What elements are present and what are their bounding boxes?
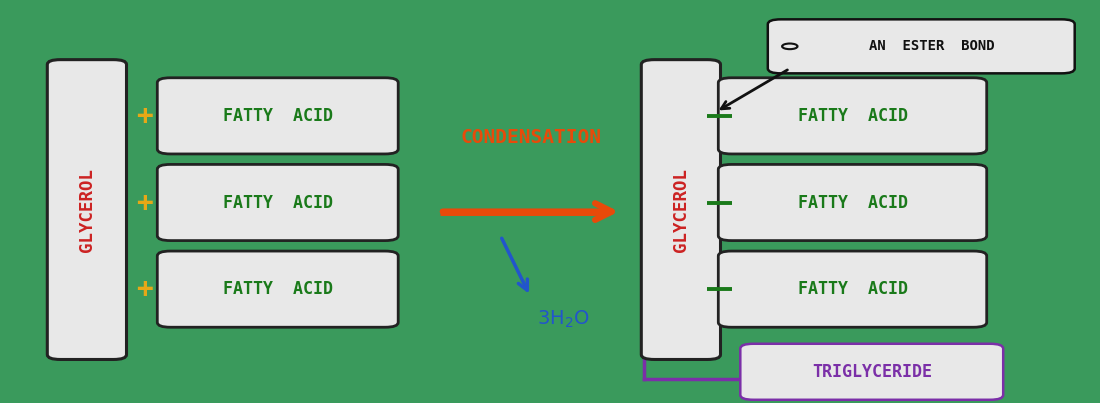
Text: FATTY  ACID: FATTY ACID: [222, 107, 332, 125]
FancyBboxPatch shape: [47, 60, 126, 359]
Text: $\mathsf{3H_2O}$: $\mathsf{3H_2O}$: [537, 308, 590, 330]
Text: FATTY  ACID: FATTY ACID: [222, 280, 332, 298]
FancyBboxPatch shape: [157, 164, 398, 241]
FancyBboxPatch shape: [157, 251, 398, 327]
Text: +: +: [135, 102, 153, 130]
Text: TRIGLYCERIDE: TRIGLYCERIDE: [812, 363, 932, 381]
Text: GLYCEROL: GLYCEROL: [78, 168, 96, 251]
Text: GLYCEROL: GLYCEROL: [672, 168, 690, 251]
Circle shape: [782, 44, 797, 49]
FancyBboxPatch shape: [718, 251, 987, 327]
Text: +: +: [135, 189, 153, 216]
FancyBboxPatch shape: [641, 60, 720, 359]
FancyBboxPatch shape: [740, 344, 1003, 400]
Text: AN  ESTER  BOND: AN ESTER BOND: [869, 39, 996, 53]
FancyBboxPatch shape: [768, 19, 1075, 73]
Text: FATTY  ACID: FATTY ACID: [798, 280, 908, 298]
Text: FATTY  ACID: FATTY ACID: [798, 193, 908, 212]
FancyBboxPatch shape: [157, 78, 398, 154]
FancyBboxPatch shape: [718, 78, 987, 154]
FancyBboxPatch shape: [718, 164, 987, 241]
Text: FATTY  ACID: FATTY ACID: [222, 193, 332, 212]
Text: FATTY  ACID: FATTY ACID: [798, 107, 908, 125]
Text: +: +: [135, 275, 153, 303]
Text: CONDENSATION: CONDENSATION: [460, 127, 602, 147]
